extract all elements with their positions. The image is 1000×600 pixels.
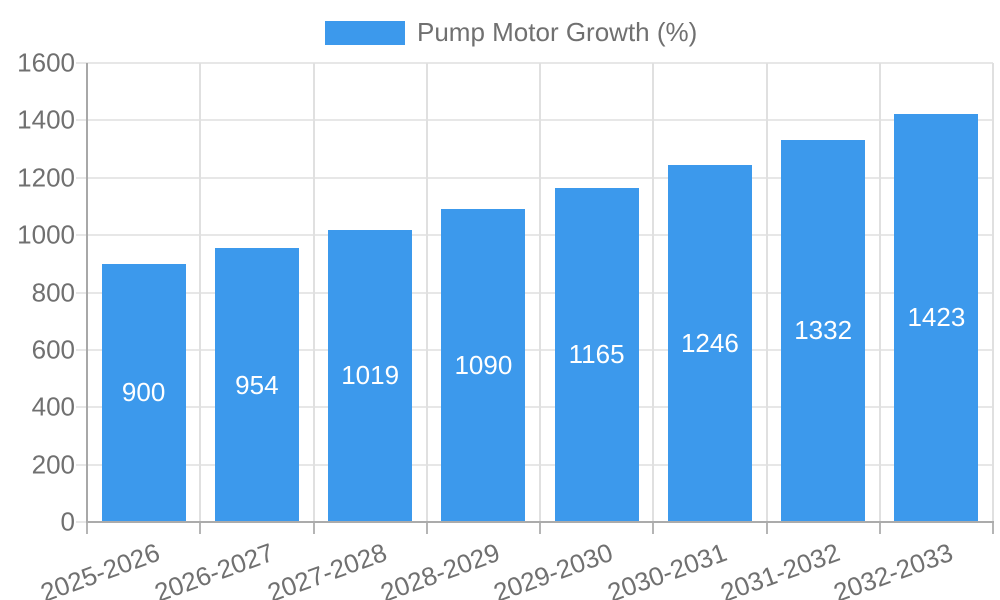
- x-gridline: [312, 63, 315, 522]
- legend-swatch: [325, 20, 405, 45]
- x-gridline: [539, 63, 541, 522]
- y-gridline: [76, 348, 993, 351]
- x-tick: [539, 522, 541, 534]
- x-tick-label: 2025-2026: [36, 537, 164, 600]
- x-tick: [765, 522, 768, 534]
- x-tick: [425, 522, 428, 534]
- y-tick-label: 600: [31, 334, 75, 365]
- legend[interactable]: Pump Motor Growth (%): [325, 17, 697, 48]
- bar[interactable]: 1165: [554, 187, 639, 522]
- bar[interactable]: 954: [214, 248, 299, 522]
- x-gridline: [765, 63, 768, 522]
- y-gridline: [76, 463, 993, 466]
- bar[interactable]: 900: [101, 263, 186, 522]
- x-tick-label: 2031-2032: [716, 537, 844, 600]
- x-tick: [652, 522, 655, 534]
- x-tick: [992, 522, 994, 534]
- y-axis-line: [86, 63, 88, 522]
- x-tick-label: 2032-2033: [829, 537, 957, 600]
- bar[interactable]: 1246: [667, 164, 752, 522]
- bar-value-label: 900: [121, 377, 166, 408]
- bar-value-label: 954: [235, 369, 279, 400]
- x-tick: [312, 522, 315, 534]
- bar[interactable]: 1423: [894, 113, 979, 522]
- x-tick-label: 2030-2031: [603, 537, 731, 600]
- x-gridline: [992, 63, 994, 522]
- x-tick: [86, 522, 88, 534]
- bar-value-label: 1246: [680, 327, 739, 358]
- bar-value-label: 1019: [341, 360, 400, 391]
- y-tick-label: 1000: [17, 219, 75, 250]
- bar-value-label: 1423: [907, 302, 966, 333]
- y-gridline: [76, 119, 993, 122]
- x-tick-label: 2028-2029: [376, 537, 504, 600]
- bar[interactable]: 1019: [328, 229, 413, 522]
- x-tick-label: 2027-2028: [263, 537, 391, 600]
- x-axis-line: [86, 521, 994, 523]
- y-gridline: [76, 234, 993, 237]
- x-tick: [199, 522, 202, 534]
- y-tick-label: 1200: [17, 162, 75, 193]
- bar[interactable]: 1090: [441, 209, 526, 522]
- y-gridline: [76, 406, 993, 409]
- y-gridline: [76, 176, 993, 179]
- x-gridline: [878, 63, 881, 522]
- y-tick: [76, 521, 87, 523]
- bar-value-label: 1332: [794, 315, 853, 346]
- y-tick-label: 200: [31, 449, 75, 480]
- x-tick: [878, 522, 881, 534]
- x-tick-label: 2026-2027: [150, 537, 278, 600]
- y-tick-label: 400: [31, 391, 75, 422]
- y-tick-label: 1400: [17, 104, 75, 135]
- bar[interactable]: 1332: [781, 139, 866, 522]
- x-gridline: [652, 63, 655, 522]
- y-tick-label: 800: [31, 277, 75, 307]
- bar-value-label: 1165: [568, 339, 625, 370]
- y-gridline: [76, 291, 993, 294]
- y-tick-label: 1600: [17, 47, 75, 78]
- legend-label: Pump Motor Growth (%): [417, 17, 698, 47]
- y-gridline: [76, 62, 993, 64]
- x-tick-label: 2029-2030: [489, 537, 617, 600]
- bar-value-label: 1090: [454, 350, 513, 381]
- x-gridline: [199, 63, 202, 522]
- y-tick-label: 0: [60, 506, 75, 537]
- x-gridline: [425, 63, 428, 522]
